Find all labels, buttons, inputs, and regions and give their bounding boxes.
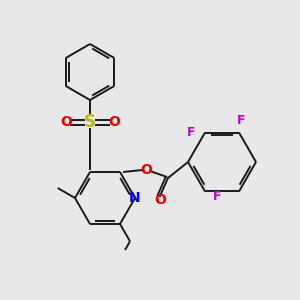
Text: O: O	[140, 163, 152, 177]
Text: O: O	[108, 115, 120, 129]
Text: F: F	[187, 126, 195, 139]
Text: F: F	[237, 114, 245, 127]
Text: F: F	[213, 190, 221, 203]
Text: N: N	[129, 191, 141, 205]
Text: O: O	[154, 193, 166, 207]
Text: S: S	[84, 113, 96, 131]
Text: O: O	[60, 115, 72, 129]
